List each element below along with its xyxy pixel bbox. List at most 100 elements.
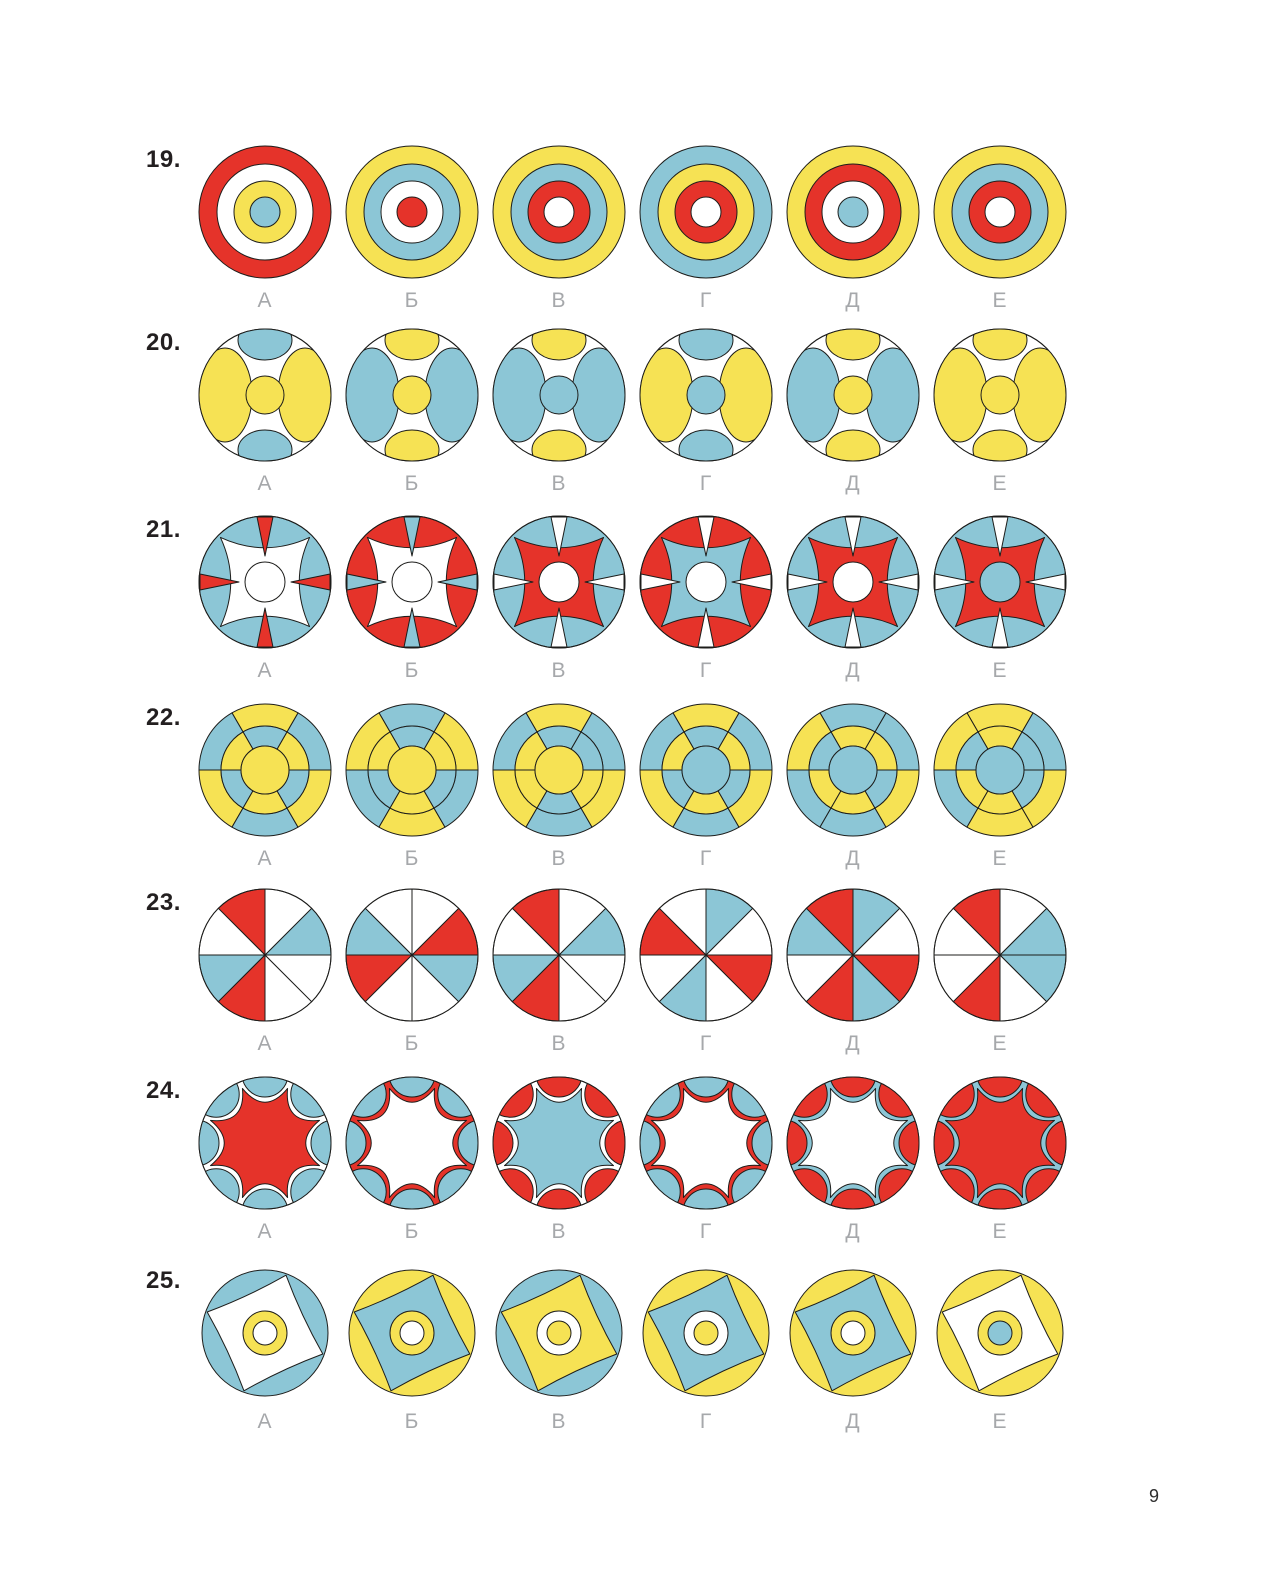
option-cell-a[interactable]: А — [191, 702, 338, 871]
figure-25-b[interactable] — [344, 1265, 480, 1401]
option-cell-a[interactable]: А — [191, 1265, 338, 1434]
option-cell-g[interactable]: Г — [632, 327, 779, 496]
figure-23-a[interactable] — [197, 887, 333, 1023]
left-lens — [639, 347, 693, 443]
option-cell-v[interactable]: В — [485, 702, 632, 871]
option-cell-e[interactable]: Е — [926, 144, 1073, 313]
option-cell-d[interactable]: Д — [779, 144, 926, 313]
option-cell-d[interactable]: Д — [779, 1075, 926, 1244]
figure-23-d[interactable] — [785, 887, 921, 1023]
figure-23-b[interactable] — [344, 887, 480, 1023]
option-cell-d[interactable]: Д — [779, 514, 926, 683]
figure-25-g[interactable] — [638, 1265, 774, 1401]
option-cell-e[interactable]: Е — [926, 1075, 1073, 1244]
option-label: Д — [845, 1220, 860, 1243]
figure-22-b[interactable] — [344, 702, 480, 838]
option-cell-b[interactable]: Б — [338, 1265, 485, 1434]
figure-21-d[interactable] — [785, 514, 921, 650]
option-cell-e[interactable]: Е — [926, 327, 1073, 496]
question-row-23: 23. А Б В Г Д Е — [0, 887, 1270, 1073]
figure-24-b[interactable] — [344, 1075, 480, 1211]
option-label: Г — [699, 289, 712, 312]
figure-23-e[interactable] — [932, 887, 1068, 1023]
option-cell-g[interactable]: Г — [632, 1265, 779, 1434]
figure-20-v[interactable] — [491, 327, 627, 463]
figure-22-v[interactable] — [491, 702, 627, 838]
spike — [403, 516, 420, 557]
figure-20-b[interactable] — [344, 327, 480, 463]
option-cell-e[interactable]: Е — [926, 702, 1073, 871]
figure-22-d[interactable] — [785, 702, 921, 838]
figure-25-d[interactable] — [785, 1265, 921, 1401]
figure-19-d[interactable] — [785, 144, 921, 280]
option-cell-e[interactable]: Е — [926, 514, 1073, 683]
option-cell-v[interactable]: В — [485, 887, 632, 1056]
figure-24-d[interactable] — [785, 1075, 921, 1211]
figure-21-a[interactable] — [197, 514, 333, 650]
edge-lobe — [976, 1188, 1023, 1209]
figure-19-b[interactable] — [344, 144, 480, 280]
figure-20-d[interactable] — [785, 327, 921, 463]
option-cell-g[interactable]: Г — [632, 1075, 779, 1244]
option-cell-b[interactable]: Б — [338, 327, 485, 496]
figure-21-v[interactable] — [491, 514, 627, 650]
figure-20-g[interactable] — [638, 327, 774, 463]
figure-25-a[interactable] — [197, 1265, 333, 1401]
option-cell-a[interactable]: А — [191, 327, 338, 496]
ring-3 — [543, 196, 574, 228]
figure-21-b[interactable] — [344, 514, 480, 650]
figure-21-g[interactable] — [638, 514, 774, 650]
figure-22-g[interactable] — [638, 702, 774, 838]
option-cell-b[interactable]: Б — [338, 887, 485, 1056]
option-cell-g[interactable]: Г — [632, 887, 779, 1056]
option-cell-d[interactable]: Д — [779, 702, 926, 871]
option-cell-e[interactable]: Е — [926, 887, 1073, 1056]
option-cell-a[interactable]: А — [191, 1075, 338, 1244]
option-cell-v[interactable]: В — [485, 1075, 632, 1244]
center-dot — [980, 375, 1019, 415]
figure-25-e[interactable] — [932, 1265, 1068, 1401]
option-label: Д — [845, 1032, 860, 1055]
option-cell-b[interactable]: Б — [338, 144, 485, 313]
figure-19-e[interactable] — [932, 144, 1068, 280]
spike — [584, 573, 625, 591]
center-dot — [539, 375, 578, 415]
option-cell-v[interactable]: В — [485, 144, 632, 313]
figure-21-e[interactable] — [932, 514, 1068, 650]
figure-22-a[interactable] — [197, 702, 333, 838]
option-cell-b[interactable]: Б — [338, 1075, 485, 1244]
figure-23-v[interactable] — [491, 887, 627, 1023]
figure-19-a[interactable] — [197, 144, 333, 280]
left-lens — [786, 347, 840, 443]
figure-20-a[interactable] — [197, 327, 333, 463]
option-cell-d[interactable]: Д — [779, 327, 926, 496]
option-cell-v[interactable]: В — [485, 327, 632, 496]
ring-3 — [249, 196, 280, 228]
option-cell-a[interactable]: А — [191, 514, 338, 683]
figure-22-e[interactable] — [932, 702, 1068, 838]
option-cell-v[interactable]: В — [485, 1265, 632, 1434]
figure-24-g[interactable] — [638, 1075, 774, 1211]
figure-20-e[interactable] — [932, 327, 1068, 463]
option-cell-b[interactable]: Б — [338, 702, 485, 871]
option-cell-d[interactable]: Д — [779, 887, 926, 1056]
edge-lobe — [310, 1119, 331, 1167]
figure-24-e[interactable] — [932, 1075, 1068, 1211]
figure-19-v[interactable] — [491, 144, 627, 280]
figure-24-v[interactable] — [491, 1075, 627, 1211]
scalloped-star — [797, 1087, 908, 1199]
option-cell-b[interactable]: Б — [338, 514, 485, 683]
option-cell-a[interactable]: А — [191, 887, 338, 1056]
option-cell-d[interactable]: Д — [779, 1265, 926, 1434]
option-cell-g[interactable]: Г — [632, 144, 779, 313]
option-cell-e[interactable]: Е — [926, 1265, 1073, 1434]
option-cell-g[interactable]: Г — [632, 702, 779, 871]
figure-25-v[interactable] — [491, 1265, 627, 1401]
center-dot — [245, 375, 284, 415]
option-cell-a[interactable]: А — [191, 144, 338, 313]
figure-19-g[interactable] — [638, 144, 774, 280]
figure-23-g[interactable] — [638, 887, 774, 1023]
option-cell-v[interactable]: В — [485, 514, 632, 683]
option-cell-g[interactable]: Г — [632, 514, 779, 683]
figure-24-a[interactable] — [197, 1075, 333, 1211]
